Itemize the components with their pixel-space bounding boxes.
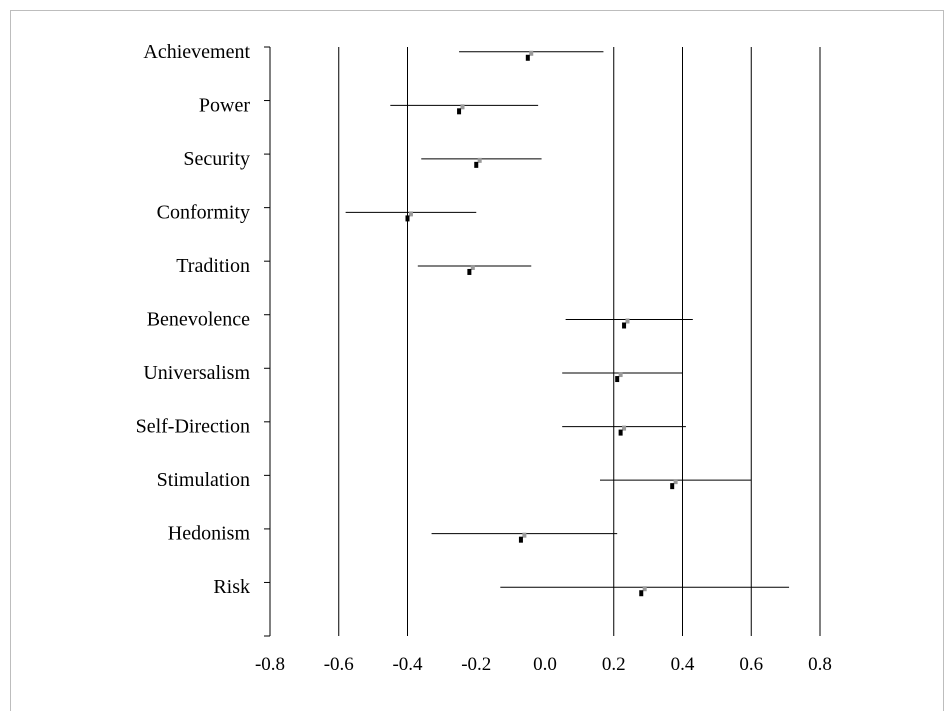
point-marker-primary — [670, 483, 675, 490]
category-label: Tradition — [176, 255, 250, 277]
point-marker-primary — [525, 54, 530, 61]
point-marker-primary — [405, 215, 410, 222]
category-label: Universalism — [143, 362, 250, 384]
chart-frame — [10, 10, 944, 711]
x-tick-label: -0.8 — [255, 654, 285, 675]
point-marker-secondary — [618, 372, 623, 378]
point-marker-primary — [622, 322, 627, 329]
x-tick-label: 0.4 — [671, 654, 695, 675]
category-label: Achievement — [143, 41, 250, 63]
x-tick-label: -0.2 — [461, 654, 491, 675]
point-marker-secondary — [642, 586, 647, 592]
category-label: Hedonism — [168, 523, 251, 545]
x-tick-label: 0.2 — [602, 654, 626, 675]
category-label: Self-Direction — [136, 416, 250, 438]
point-marker-secondary — [529, 50, 534, 56]
point-marker-secondary — [522, 532, 527, 538]
category-label: Benevolence — [147, 309, 250, 331]
point-marker-primary — [474, 161, 479, 168]
x-tick-label: -0.6 — [324, 654, 354, 675]
point-marker-secondary — [673, 479, 678, 485]
point-marker-primary — [615, 376, 620, 383]
point-marker-primary — [457, 108, 462, 115]
category-label: Risk — [213, 576, 250, 598]
point-marker-secondary — [460, 104, 465, 110]
category-label: Power — [199, 94, 250, 116]
category-label: Conformity — [157, 201, 250, 223]
point-marker-secondary — [625, 318, 630, 324]
x-tick-label: 0.0 — [533, 654, 557, 675]
point-marker-primary — [618, 429, 623, 436]
x-tick-label: 0.8 — [808, 654, 832, 675]
point-marker-primary — [639, 590, 644, 597]
point-marker-primary — [467, 268, 472, 275]
point-marker-primary — [518, 536, 523, 543]
point-marker-secondary — [408, 211, 413, 217]
point-marker-secondary — [622, 425, 627, 431]
x-tick-label: -0.4 — [392, 654, 423, 675]
x-tick-label: 0.6 — [739, 654, 763, 675]
point-marker-secondary — [477, 157, 482, 163]
category-label: Security — [183, 148, 250, 170]
point-marker-secondary — [470, 264, 475, 270]
category-label: Stimulation — [157, 469, 250, 491]
